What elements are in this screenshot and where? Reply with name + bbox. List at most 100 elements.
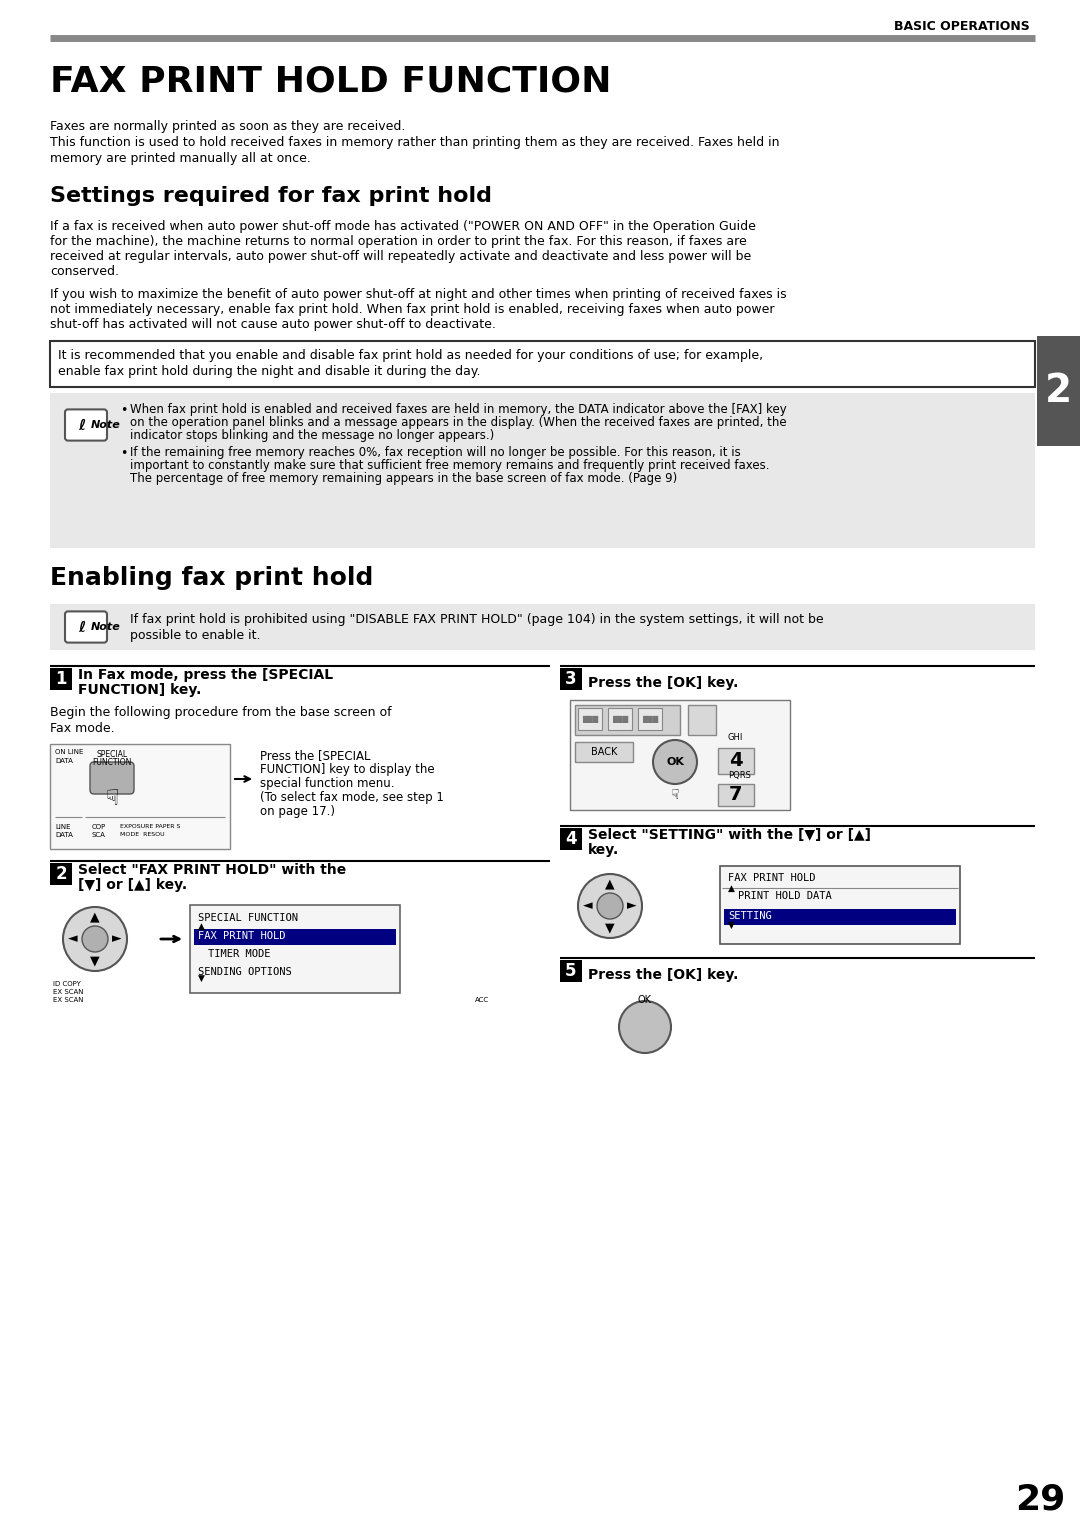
- Text: SENDING OPTIONS: SENDING OPTIONS: [198, 967, 292, 976]
- Text: for the machine), the machine returns to normal operation in order to print the : for the machine), the machine returns to…: [50, 235, 746, 248]
- Text: ℓ: ℓ: [79, 417, 85, 432]
- Text: TIMER MODE: TIMER MODE: [208, 949, 270, 960]
- Bar: [724, 909, 956, 924]
- Text: ▼: ▼: [728, 921, 734, 931]
- Circle shape: [63, 908, 127, 970]
- FancyBboxPatch shape: [65, 410, 107, 440]
- Text: Faxes are normally printed as soon as they are received.: Faxes are normally printed as soon as th…: [50, 121, 405, 133]
- Bar: [561, 960, 582, 983]
- Text: FUNCTION: FUNCTION: [92, 758, 132, 767]
- Text: ███: ███: [582, 715, 598, 723]
- Text: Press the [OK] key.: Press the [OK] key.: [588, 969, 739, 983]
- Text: BACK: BACK: [591, 747, 617, 756]
- Text: ▲: ▲: [198, 921, 205, 931]
- Text: Settings required for fax print hold: Settings required for fax print hold: [50, 186, 492, 206]
- Text: PQRS: PQRS: [728, 772, 751, 779]
- Text: Begin the following procedure from the base screen of: Begin the following procedure from the b…: [50, 706, 392, 720]
- Text: GHI: GHI: [728, 733, 743, 743]
- Text: on the operation panel blinks and a message appears in the display. (When the re: on the operation panel blinks and a mess…: [130, 416, 786, 429]
- Bar: [608, 707, 632, 730]
- Text: This function is used to hold received faxes in memory rather than printing them: This function is used to hold received f…: [50, 136, 780, 150]
- Text: ☟: ☟: [671, 788, 679, 802]
- Text: ▼: ▼: [605, 921, 615, 935]
- Text: 4: 4: [565, 830, 577, 848]
- Text: Press the [OK] key.: Press the [OK] key.: [588, 675, 739, 691]
- Circle shape: [82, 926, 108, 952]
- Text: special function menu.: special function menu.: [260, 778, 394, 790]
- Circle shape: [619, 1001, 671, 1053]
- Bar: [50, 393, 1035, 549]
- Text: ███: ███: [642, 715, 658, 723]
- Bar: [718, 784, 754, 805]
- Text: FAX PRINT HOLD FUNCTION: FAX PRINT HOLD FUNCTION: [50, 66, 611, 99]
- Text: SETTING: SETTING: [728, 911, 772, 921]
- Bar: [578, 707, 602, 730]
- Text: ▼: ▼: [198, 973, 205, 983]
- Bar: [570, 700, 789, 810]
- Bar: [50, 863, 72, 885]
- Text: LINE: LINE: [55, 824, 70, 830]
- Text: DATA: DATA: [55, 758, 72, 764]
- Text: FUNCTION] key to display the: FUNCTION] key to display the: [260, 762, 434, 776]
- Bar: [638, 707, 662, 730]
- Text: Note: Note: [91, 420, 121, 429]
- Text: 2: 2: [1044, 371, 1071, 410]
- Text: 7: 7: [729, 785, 743, 805]
- Text: ℓ: ℓ: [79, 619, 85, 634]
- Bar: [561, 828, 582, 850]
- Text: •: •: [120, 448, 127, 460]
- Text: ▲: ▲: [91, 911, 99, 923]
- Text: ID COPY: ID COPY: [53, 981, 81, 987]
- Text: DATA: DATA: [55, 833, 72, 837]
- Text: EXPOSURE PAPER S: EXPOSURE PAPER S: [120, 824, 180, 830]
- Text: BASIC OPERATIONS: BASIC OPERATIONS: [894, 20, 1030, 34]
- Text: SPECIAL: SPECIAL: [96, 750, 127, 759]
- Text: The percentage of free memory remaining appears in the base screen of fax mode. : The percentage of free memory remaining …: [130, 472, 677, 484]
- Text: SCA: SCA: [92, 833, 106, 837]
- Text: key.: key.: [588, 843, 619, 857]
- Text: It is recommended that you enable and disable fax print hold as needed for your : It is recommended that you enable and di…: [58, 348, 764, 362]
- Text: COP: COP: [92, 824, 106, 830]
- Text: Note: Note: [91, 622, 121, 633]
- Text: enable fax print hold during the night and disable it during the day.: enable fax print hold during the night a…: [58, 365, 481, 377]
- Bar: [50, 341, 1035, 387]
- Text: OK: OK: [638, 995, 652, 1005]
- Text: memory are printed manually all at once.: memory are printed manually all at once.: [50, 151, 311, 165]
- Text: (To select fax mode, see step 1: (To select fax mode, see step 1: [260, 792, 444, 804]
- Bar: [50, 604, 1035, 649]
- Text: 3: 3: [565, 669, 577, 688]
- Text: 29: 29: [1015, 1484, 1065, 1517]
- Bar: [1037, 336, 1080, 446]
- Text: ON LINE: ON LINE: [55, 749, 83, 755]
- Text: ►: ►: [112, 932, 122, 946]
- Text: indicator stops blinking and the message no longer appears.): indicator stops blinking and the message…: [130, 429, 495, 442]
- Bar: [688, 704, 716, 735]
- Text: ▲: ▲: [605, 877, 615, 891]
- Bar: [50, 744, 230, 850]
- Text: OK: OK: [666, 756, 684, 767]
- Text: Enabling fax print hold: Enabling fax print hold: [50, 565, 374, 590]
- Text: EX SCAN: EX SCAN: [53, 996, 83, 1002]
- Text: ☟: ☟: [105, 788, 119, 808]
- FancyBboxPatch shape: [90, 762, 134, 795]
- Bar: [575, 743, 633, 762]
- Text: not immediately necessary, enable fax print hold. When fax print hold is enabled: not immediately necessary, enable fax pr…: [50, 303, 774, 316]
- Text: Select "FAX PRINT HOLD" with the: Select "FAX PRINT HOLD" with the: [78, 863, 347, 877]
- Text: ▲: ▲: [728, 885, 734, 892]
- Text: possible to enable it.: possible to enable it.: [130, 630, 260, 642]
- FancyBboxPatch shape: [65, 611, 107, 643]
- Text: In Fax mode, press the [SPECIAL: In Fax mode, press the [SPECIAL: [78, 668, 333, 681]
- Text: conserved.: conserved.: [50, 264, 119, 278]
- Text: ▼: ▼: [91, 955, 99, 967]
- Text: important to constantly make sure that sufficient free memory remains and freque: important to constantly make sure that s…: [130, 458, 769, 472]
- Text: If fax print hold is prohibited using "DISABLE FAX PRINT HOLD" (page 104) in the: If fax print hold is prohibited using "D…: [130, 613, 824, 626]
- Text: Press the [SPECIAL: Press the [SPECIAL: [260, 749, 370, 762]
- Text: 1: 1: [55, 669, 67, 688]
- Text: When fax print hold is enabled and received faxes are held in memory, the DATA i: When fax print hold is enabled and recei…: [130, 403, 786, 416]
- Text: Select "SETTING" with the [▼] or [▲]: Select "SETTING" with the [▼] or [▲]: [588, 828, 870, 842]
- Bar: [718, 749, 754, 775]
- Circle shape: [578, 874, 642, 938]
- Bar: [50, 668, 72, 691]
- Text: [▼] or [▲] key.: [▼] or [▲] key.: [78, 879, 187, 892]
- Text: ███: ███: [612, 715, 629, 723]
